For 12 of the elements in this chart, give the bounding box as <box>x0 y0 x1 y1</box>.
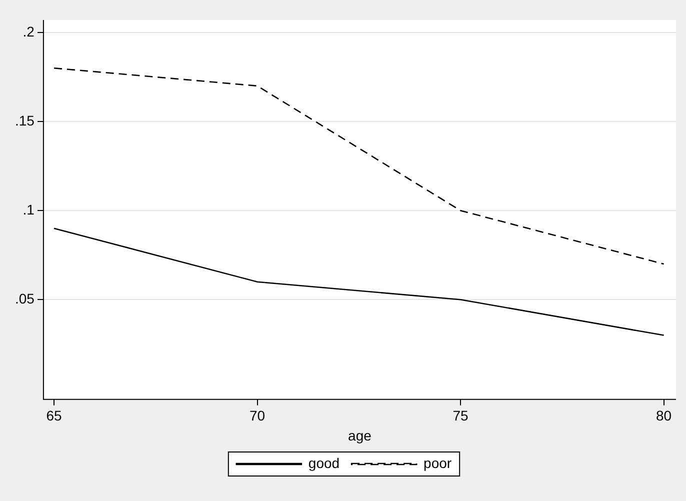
y-tick-label: .2 <box>22 23 35 40</box>
y-tick-label: .1 <box>22 201 35 218</box>
x-tick-label: 75 <box>452 408 469 424</box>
x-axis-title: age <box>348 427 372 444</box>
x-tick-label: 70 <box>250 408 266 424</box>
legend-label: poor <box>424 454 452 471</box>
y-tick-label: .15 <box>14 112 35 128</box>
x-tick-label: 65 <box>46 408 62 424</box>
x-tick-label: 80 <box>656 408 672 424</box>
legend-label: good <box>308 454 340 471</box>
y-tick-label: .05 <box>14 290 35 307</box>
line-series <box>53 67 664 265</box>
